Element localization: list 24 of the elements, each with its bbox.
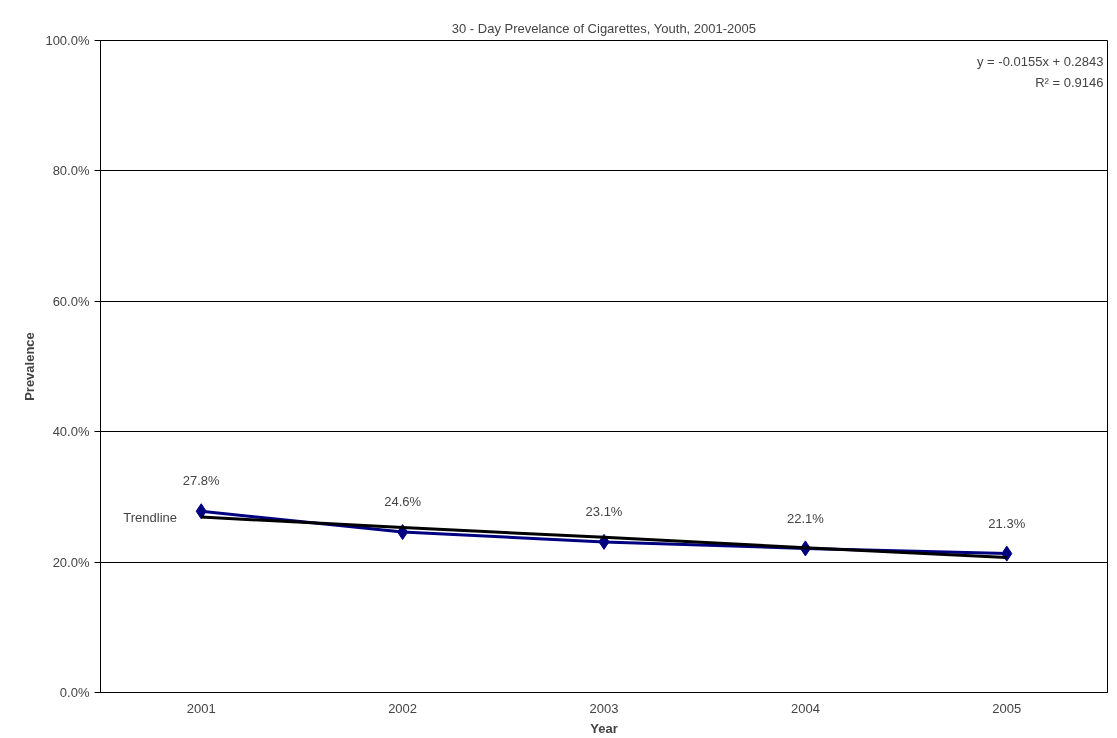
y-tick-label: 60.0% [52, 293, 90, 309]
data-label: 21.3% [988, 515, 1026, 531]
data-label: 24.6% [384, 494, 422, 510]
y-tick-label: 80.0% [52, 163, 90, 179]
series-label: Trendline [123, 509, 178, 525]
data-label: 22.1% [786, 510, 825, 526]
x-tick-label: 2001 [186, 700, 216, 716]
x-axis-title: Year [590, 720, 618, 736]
y-tick-label: 100.0% [45, 33, 90, 48]
y-axis-title: Prevalence [22, 332, 38, 401]
data-label: 23.1% [585, 504, 623, 520]
x-tick-label: 2003 [589, 700, 619, 716]
y-tick-label: 0.0% [59, 685, 90, 700]
annotation: y = -0.0155x + 0.2843 [976, 53, 1104, 69]
x-tick-label: 2005 [992, 700, 1022, 716]
data-label: 27.8% [182, 473, 221, 489]
annotation: R² = 0.9146 [1035, 75, 1104, 91]
x-tick-label: 2002 [388, 700, 418, 716]
chart-title: 30 - Day Prevelance of Cigarettes, Youth, 2001-2005 [451, 20, 757, 36]
point [1001, 545, 1013, 562]
y-tick-label: 40.0% [52, 424, 90, 440]
x-tick-label: 2004 [790, 700, 820, 716]
y-tick-label: 20.0% [52, 554, 90, 570]
point [195, 503, 207, 520]
